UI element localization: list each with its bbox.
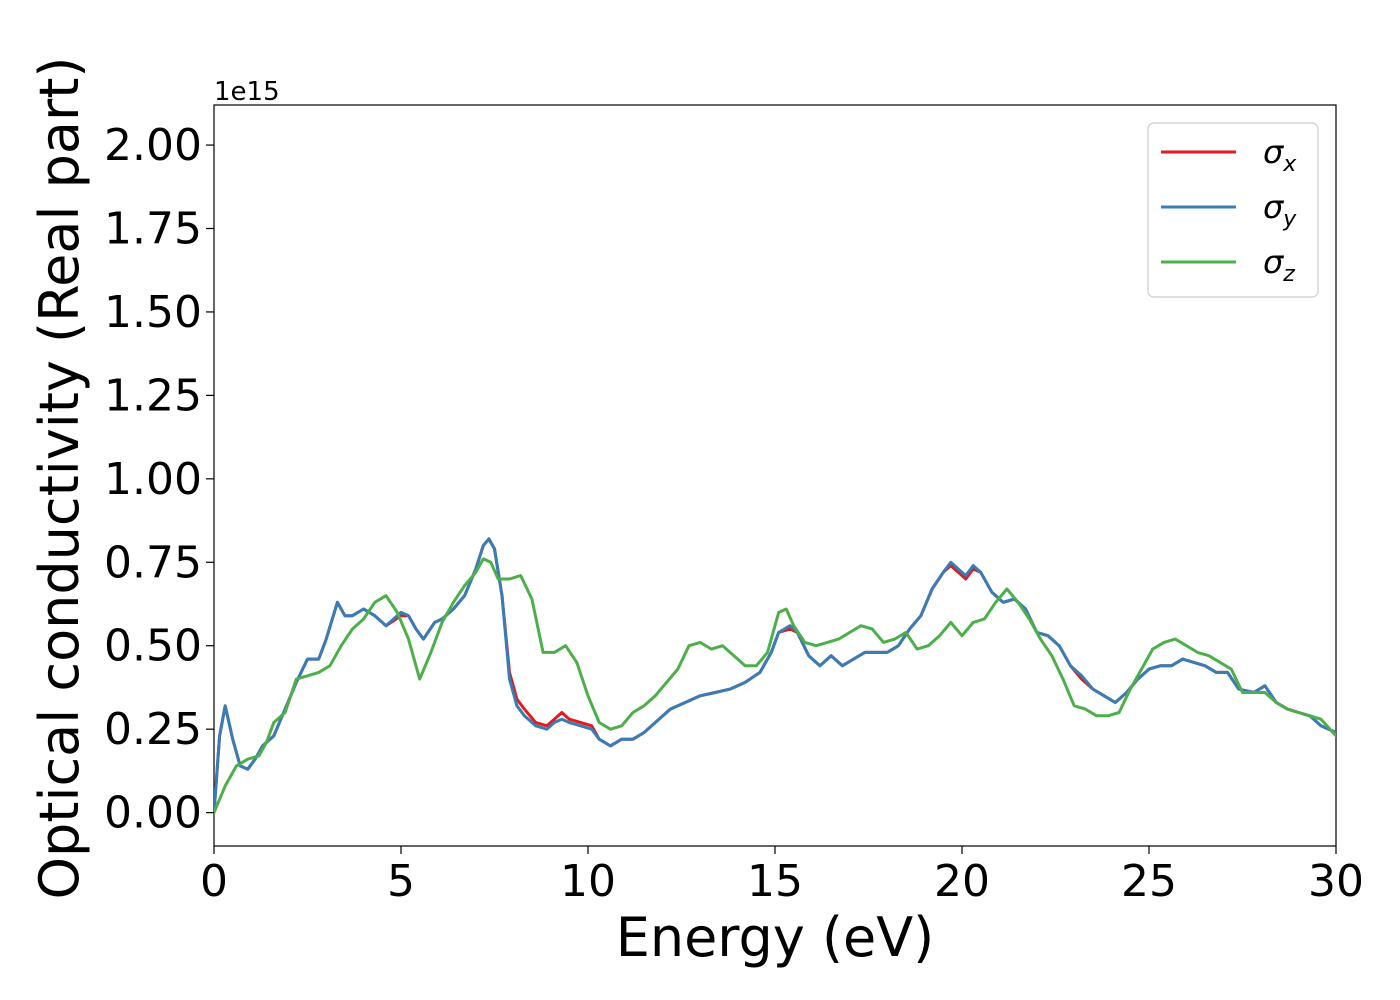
y-offset-label: 1e15 bbox=[214, 77, 280, 107]
y-tick-label: 0.00 bbox=[104, 788, 202, 839]
legend-label-y: σy bbox=[1263, 188, 1297, 232]
y-tick-label: 1.50 bbox=[104, 287, 202, 338]
x-axis: 0 5 10 15 20 25 30 bbox=[200, 846, 1364, 907]
x-tick-label: 25 bbox=[1121, 856, 1177, 907]
x-tick-label: 0 bbox=[200, 856, 228, 907]
y-tick-label: 0.75 bbox=[104, 537, 202, 588]
legend-frame bbox=[1147, 122, 1319, 298]
y-tick-label: 0.25 bbox=[104, 704, 202, 755]
y-tick-label: 0.50 bbox=[104, 621, 202, 672]
x-axis-title: Energy (eV) bbox=[616, 906, 935, 969]
y-tick-label: 2.00 bbox=[104, 120, 202, 171]
series-line-z bbox=[214, 557, 1336, 815]
y-axis: 0.00 0.25 0.50 0.75 1.00 1.25 1.50 1.75 2.00 bbox=[104, 120, 214, 839]
series-lines bbox=[214, 537, 1336, 815]
x-tick-label: 15 bbox=[747, 856, 803, 907]
x-tick-label: 30 bbox=[1308, 856, 1364, 907]
y-tick-label: 1.00 bbox=[104, 454, 202, 505]
y-tick-label: 1.25 bbox=[104, 370, 202, 421]
y-axis-title: Optical conductivity (Real part) bbox=[28, 57, 91, 900]
y-tick-label: 1.75 bbox=[104, 204, 202, 255]
x-tick-label: 5 bbox=[387, 856, 415, 907]
x-tick-label: 10 bbox=[560, 856, 616, 907]
x-tick-label: 20 bbox=[934, 856, 990, 907]
series-line-y bbox=[214, 537, 1336, 815]
